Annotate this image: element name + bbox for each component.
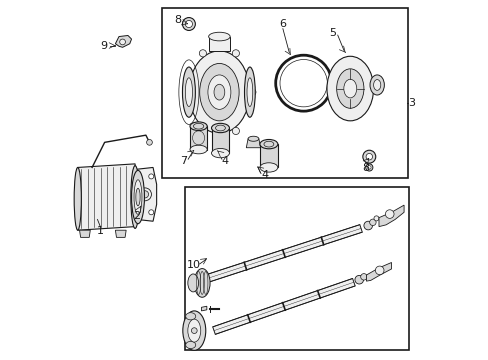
Circle shape — [191, 328, 197, 333]
Circle shape — [199, 127, 206, 135]
Ellipse shape — [194, 269, 210, 297]
Ellipse shape — [134, 180, 142, 214]
Ellipse shape — [336, 69, 363, 108]
Ellipse shape — [190, 145, 207, 154]
Circle shape — [385, 210, 393, 219]
Circle shape — [373, 216, 378, 221]
Ellipse shape — [208, 32, 230, 41]
Circle shape — [183, 89, 190, 96]
Text: 4: 4 — [222, 156, 228, 166]
Ellipse shape — [190, 122, 207, 131]
Bar — [208, 37, 230, 51]
Text: 5: 5 — [329, 28, 336, 38]
Polygon shape — [133, 167, 156, 221]
Circle shape — [367, 166, 370, 169]
Bar — [162, 8, 407, 178]
Circle shape — [248, 89, 255, 96]
Ellipse shape — [182, 67, 195, 117]
Circle shape — [141, 191, 148, 198]
Circle shape — [199, 50, 206, 57]
Text: 9: 9 — [100, 41, 107, 50]
Ellipse shape — [199, 63, 239, 121]
Circle shape — [362, 150, 375, 163]
Text: 7: 7 — [180, 156, 187, 166]
Text: 1: 1 — [97, 226, 103, 236]
Text: 3: 3 — [407, 98, 415, 108]
Ellipse shape — [214, 84, 224, 100]
Bar — [185, 187, 408, 350]
Ellipse shape — [211, 123, 229, 133]
Ellipse shape — [188, 51, 249, 134]
Circle shape — [120, 39, 125, 45]
Ellipse shape — [211, 148, 229, 158]
Circle shape — [375, 266, 383, 275]
Bar — [260, 144, 277, 167]
Circle shape — [369, 219, 375, 226]
Ellipse shape — [207, 75, 230, 109]
Ellipse shape — [260, 163, 277, 172]
Bar — [211, 128, 229, 153]
Ellipse shape — [373, 80, 380, 90]
Ellipse shape — [131, 166, 139, 228]
Circle shape — [366, 153, 372, 160]
Circle shape — [232, 50, 239, 57]
Ellipse shape — [132, 180, 138, 214]
Text: 10: 10 — [186, 260, 200, 270]
Circle shape — [363, 221, 372, 230]
Text: 6: 6 — [279, 19, 286, 29]
Circle shape — [148, 174, 153, 179]
Circle shape — [365, 164, 372, 171]
Text: 8: 8 — [174, 15, 182, 26]
Ellipse shape — [247, 136, 258, 141]
Ellipse shape — [369, 75, 384, 95]
Ellipse shape — [185, 313, 195, 320]
Polygon shape — [80, 230, 90, 237]
Text: 4: 4 — [261, 170, 268, 180]
Ellipse shape — [133, 189, 136, 205]
Circle shape — [232, 127, 239, 135]
Circle shape — [182, 18, 195, 31]
Polygon shape — [212, 279, 354, 334]
Ellipse shape — [185, 341, 195, 348]
Circle shape — [360, 274, 366, 280]
Circle shape — [148, 210, 153, 215]
Text: 2: 2 — [133, 211, 140, 221]
Polygon shape — [78, 164, 135, 230]
Ellipse shape — [260, 139, 277, 149]
Polygon shape — [246, 139, 260, 148]
Polygon shape — [378, 205, 403, 226]
Ellipse shape — [187, 274, 198, 292]
Circle shape — [138, 188, 151, 201]
Polygon shape — [201, 306, 206, 311]
Polygon shape — [115, 36, 131, 47]
Ellipse shape — [343, 79, 356, 98]
Bar — [190, 126, 207, 149]
Ellipse shape — [74, 167, 81, 230]
Text: 8: 8 — [361, 163, 368, 173]
Ellipse shape — [136, 188, 140, 206]
Ellipse shape — [244, 67, 255, 117]
Ellipse shape — [185, 78, 192, 107]
Circle shape — [354, 275, 363, 284]
Circle shape — [136, 210, 141, 215]
Polygon shape — [115, 230, 126, 237]
Ellipse shape — [326, 56, 373, 121]
Polygon shape — [366, 262, 391, 281]
Polygon shape — [205, 225, 362, 282]
Circle shape — [136, 174, 141, 179]
Ellipse shape — [187, 319, 201, 342]
Ellipse shape — [131, 170, 144, 224]
Circle shape — [185, 21, 192, 28]
Circle shape — [146, 139, 152, 145]
Ellipse shape — [246, 78, 252, 107]
Ellipse shape — [183, 311, 205, 350]
